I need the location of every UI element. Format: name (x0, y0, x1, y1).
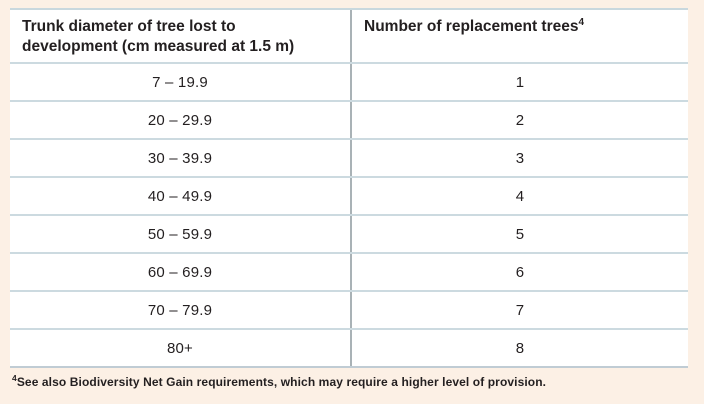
replacement-count-cell: 1 (515, 73, 525, 91)
trunk-diameter-cell: 40 – 49.9 (10, 178, 352, 214)
trunk-diameter-cell: 70 – 79.9 (10, 292, 352, 328)
column-header-trunk-diameter-label: Trunk diameter of tree lost to developme… (22, 18, 295, 56)
trunk-diameter-cell: 7 – 19.9 (10, 64, 352, 100)
replacement-count-cell: 7 (515, 301, 525, 319)
trunk-diameter-cell: 80+ (10, 330, 352, 366)
replacement-count-cell: 3 (515, 149, 525, 167)
table-row: 80+ 8 (10, 328, 688, 366)
footnote: 4See also Biodiversity Net Gain requirem… (12, 373, 547, 389)
footnote-text: See also Biodiversity Net Gain requireme… (16, 375, 547, 389)
table-row: 30 – 39.9 3 (10, 138, 688, 176)
trunk-diameter-cell: 30 – 39.9 (10, 140, 352, 176)
table-row: 50 – 59.9 5 (10, 214, 688, 252)
trunk-diameter-cell: 20 – 29.9 (10, 102, 352, 138)
table-row: 60 – 69.9 6 (10, 252, 688, 290)
trunk-diameter-cell: 60 – 69.9 (10, 254, 352, 290)
table-row: 20 – 29.9 2 (10, 100, 688, 138)
replacement-count-cell: 6 (515, 263, 525, 281)
table-row: 70 – 79.9 7 (10, 290, 688, 328)
replacement-count-cell: 5 (515, 225, 525, 243)
trunk-diameter-cell: 50 – 59.9 (10, 216, 352, 252)
table-row: 40 – 49.9 4 (10, 176, 688, 214)
column-header-replacement-trees: Number of replacement trees4 (352, 10, 688, 62)
replacement-count-cell: 4 (515, 187, 525, 205)
table-row: 7 – 19.9 1 (10, 62, 688, 100)
column-header-trunk-diameter: Trunk diameter of tree lost to developme… (10, 10, 352, 62)
table-header-row: Trunk diameter of tree lost to developme… (10, 10, 688, 62)
replacement-trees-table: Trunk diameter of tree lost to developme… (10, 8, 688, 368)
replacement-count-cell: 8 (515, 339, 525, 357)
header-footnote-marker: 4 (578, 16, 585, 28)
footnote-superscript-marker: 4 (12, 373, 17, 383)
column-header-replacement-trees-label: Number of replacement trees4 (364, 16, 585, 35)
replacement-count-cell: 2 (515, 111, 525, 129)
